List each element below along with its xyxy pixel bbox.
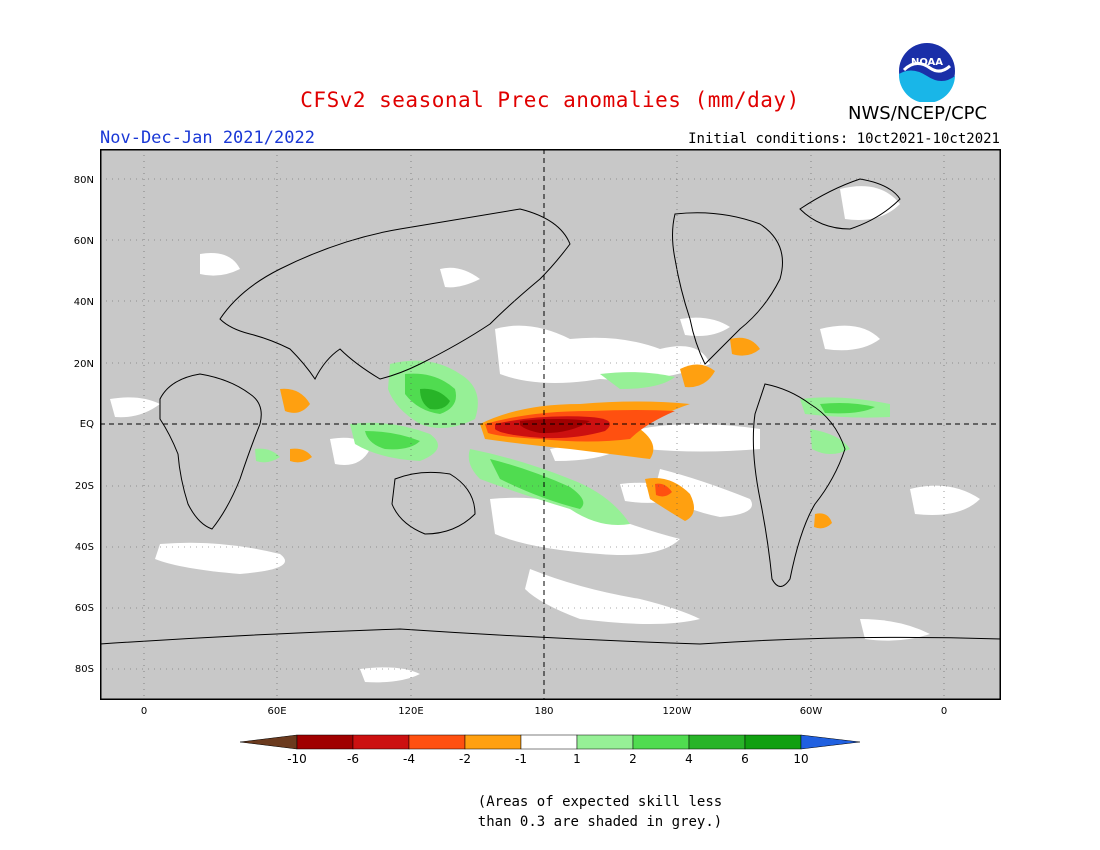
reference-lines <box>100 149 1001 700</box>
lon-label-120w: 120W <box>662 706 692 717</box>
colorbar-label-7: 2 <box>629 752 637 766</box>
noaa-logo-text: NOAA <box>911 57 943 68</box>
initial-conditions: Initial conditions: 10ct2021-10ct2021 <box>688 131 1000 147</box>
colorbar-bin-3 <box>408 734 466 750</box>
season-label: Nov-Dec-Jan 2021/2022 <box>100 128 315 148</box>
lat-label-40n: 40N <box>73 297 94 308</box>
coastlines <box>100 178 1001 645</box>
lon-label-0-east: 0 <box>940 706 948 717</box>
colorbar-label-8: 4 <box>685 752 693 766</box>
lon-label-60e: 60E <box>267 706 287 717</box>
colorbar-bin-9 <box>744 734 802 750</box>
lat-label-60s: 60S <box>74 603 94 614</box>
colorbar-high-arrow <box>800 734 860 750</box>
colorbar-label-1: -10 <box>287 752 307 766</box>
lon-label-180: 180 <box>534 706 554 717</box>
colorbar-label-10: 10 <box>793 752 809 766</box>
colorbar-bin-2 <box>352 734 410 750</box>
colorbar-bin-4 <box>464 734 522 750</box>
skill-note-line-2: than 0.3 are shaded in grey.) <box>477 814 723 830</box>
precipitation-anomaly-map <box>100 149 1001 700</box>
noaa-logo: NOAA <box>897 41 957 102</box>
skill-note-line-1: (Areas of expected skill less <box>477 794 723 810</box>
chart-title: CFSv2 seasonal Prec anomalies (mm/day) <box>300 88 800 112</box>
colorbar-bin-8 <box>688 734 746 750</box>
colorbar-bin-7 <box>632 734 690 750</box>
colorbar-label-2: -6 <box>347 752 359 766</box>
colorbar-label-3: -4 <box>403 752 415 766</box>
colorbar-label-9: 6 <box>741 752 749 766</box>
lat-label-80n: 80N <box>73 175 94 186</box>
near-normal-areas <box>110 186 980 683</box>
lon-label-0-west: 0 <box>140 706 148 717</box>
color-scale-bar <box>240 734 860 750</box>
lat-label-eq: EQ <box>79 419 94 430</box>
colorbar-bin-5 <box>520 734 578 750</box>
colorbar-label-4: -2 <box>459 752 471 766</box>
colorbar-label-6: 1 <box>573 752 581 766</box>
colorbar-bin-6 <box>576 734 634 750</box>
lat-label-20n: 20N <box>73 359 94 370</box>
dry-anomalies <box>280 337 832 529</box>
skill-note: (Areas of expected skill less than 0.3 a… <box>420 792 780 832</box>
colorbar-bin-1 <box>296 734 354 750</box>
map-frame <box>100 149 1001 700</box>
lon-label-60w: 60W <box>799 706 823 717</box>
colorbar-low-arrow <box>240 734 298 750</box>
lat-label-60n: 60N <box>73 236 94 247</box>
lon-label-120e: 120E <box>398 706 424 717</box>
lat-label-80s: 80S <box>74 664 94 675</box>
agency-label: NWS/NCEP/CPC <box>848 103 988 124</box>
lat-label-20s: 20S <box>74 481 94 492</box>
lat-label-40s: 40S <box>74 542 94 553</box>
colorbar-label-5: -1 <box>515 752 527 766</box>
grid-lines <box>100 149 1001 700</box>
wet-anomalies <box>255 360 890 525</box>
